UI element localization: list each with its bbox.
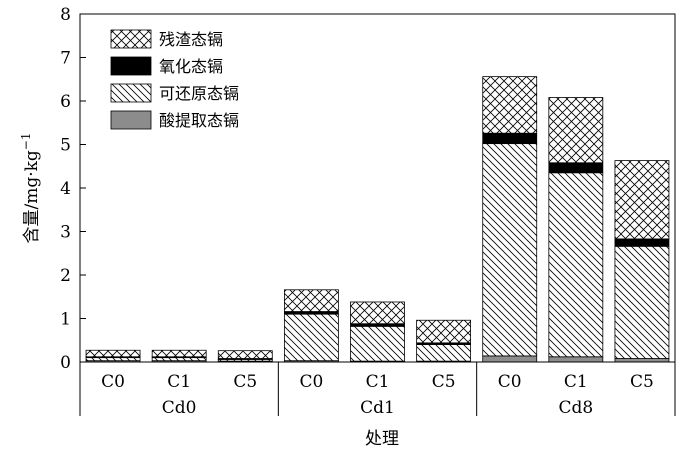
legend-swatch bbox=[110, 83, 152, 103]
bar-segment-series-1-bar-1 bbox=[151, 357, 207, 362]
group-label: Cd1 bbox=[360, 398, 395, 418]
legend-label: 可还原态镉 bbox=[159, 84, 239, 103]
y-tick-label: 5 bbox=[60, 136, 71, 156]
bars bbox=[85, 76, 670, 363]
bar-segment-series-3-bar-6 bbox=[482, 76, 538, 134]
x-tick-label: C5 bbox=[630, 372, 654, 392]
x-tick-label: C0 bbox=[299, 372, 323, 392]
x-tick-label: C0 bbox=[101, 372, 125, 392]
y-tick-label: 4 bbox=[60, 179, 71, 199]
bar-segment-series-3-bar-0 bbox=[85, 349, 141, 358]
bar-segment-series-1-bar-6 bbox=[482, 143, 538, 357]
bar-segment-series-1-bar-7 bbox=[548, 172, 604, 358]
y-tick-label: 6 bbox=[60, 92, 71, 112]
x-tick-label: C1 bbox=[366, 372, 390, 392]
bar-segment-series-2-bar-8 bbox=[614, 238, 670, 247]
bar-segment-series-1-bar-5 bbox=[416, 344, 472, 362]
legend-swatch bbox=[110, 56, 152, 76]
y-tick-label: 2 bbox=[60, 266, 71, 286]
bar-segment-series-0-bar-6 bbox=[482, 355, 538, 363]
y-tick-label: 1 bbox=[60, 310, 71, 330]
group-label: Cd0 bbox=[162, 398, 197, 418]
x-tick-label: C5 bbox=[432, 372, 456, 392]
y-axis-title: 含量/mg·kg−1 bbox=[19, 132, 42, 243]
bar-segment-series-3-bar-3 bbox=[283, 289, 339, 312]
bar-segment-series-1-bar-4 bbox=[350, 325, 405, 362]
y-axis-title-text: 含量/mg·kg bbox=[22, 150, 42, 243]
legend-label: 酸提取态镉 bbox=[159, 111, 239, 130]
y-tick-label: 8 bbox=[60, 5, 71, 25]
bar-segment-series-3-bar-5 bbox=[416, 319, 472, 344]
bar-segment-series-0-bar-7 bbox=[548, 356, 604, 363]
bar-segment-series-1-bar-0 bbox=[85, 357, 141, 362]
legend-swatch bbox=[110, 29, 152, 49]
x-axis-title: 处理 bbox=[365, 429, 399, 449]
x-tick-label: C1 bbox=[167, 372, 191, 392]
bar-segment-series-1-bar-8 bbox=[614, 245, 670, 359]
y-tick-label: 7 bbox=[60, 49, 71, 69]
bar-segment-series-3-bar-2 bbox=[217, 350, 273, 359]
group-label: Cd8 bbox=[558, 398, 593, 418]
legend-swatch bbox=[110, 110, 152, 130]
bar-segment-series-3-bar-8 bbox=[614, 160, 670, 240]
legend-label: 氧化态镉 bbox=[159, 57, 223, 76]
bar-segment-series-1-bar-3 bbox=[283, 313, 339, 362]
bar-segment-series-3-bar-7 bbox=[548, 97, 604, 164]
x-tick-label: C1 bbox=[564, 372, 588, 392]
bar-segment-series-2-bar-6 bbox=[482, 132, 538, 145]
y-axis-title-sup: −1 bbox=[19, 132, 33, 150]
axes: 0 1 2 3 4 5 6 7 8 C0 C1 C5 Cd0 C0 C1 C5 Cd1 C0 C1 C5 Cd8 bbox=[60, 5, 676, 418]
legend-label: 残渣态镉 bbox=[159, 30, 223, 49]
x-tick-label: C5 bbox=[233, 372, 257, 392]
x-tick-label: C0 bbox=[498, 372, 522, 392]
bar-segment-series-3-bar-4 bbox=[350, 301, 405, 325]
y-tick-label: 3 bbox=[60, 223, 71, 243]
bar-segment-series-0-bar-8 bbox=[614, 358, 670, 363]
bar-segment-series-3-bar-1 bbox=[151, 349, 207, 358]
bar-segment-series-2-bar-7 bbox=[548, 162, 604, 174]
y-tick-label: 0 bbox=[60, 353, 71, 373]
